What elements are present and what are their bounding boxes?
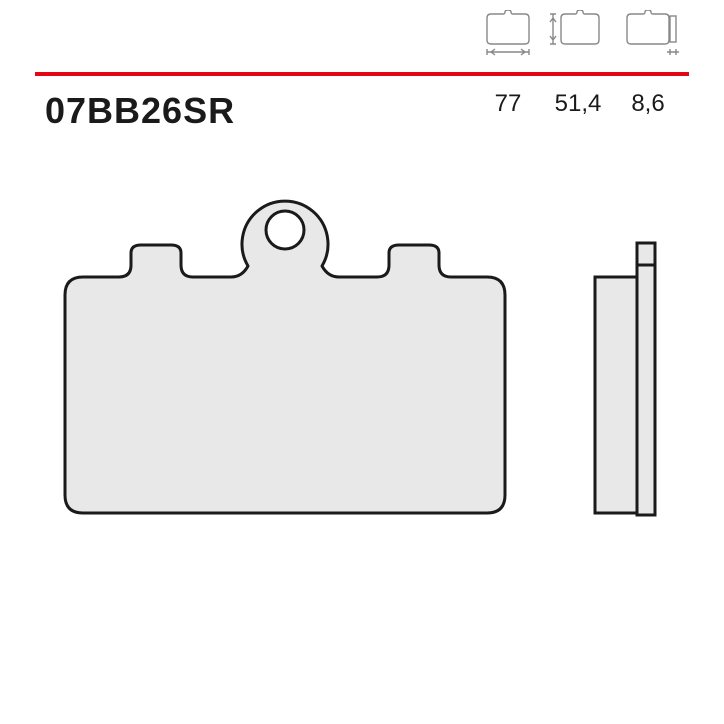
height-dimension-icon: [547, 10, 609, 60]
technical-drawing: [35, 165, 689, 565]
part-number: 07BB26SR: [45, 90, 235, 132]
separator-line: [35, 72, 689, 76]
thickness-value: 8,6: [617, 90, 679, 118]
dimension-icons-row: [477, 10, 679, 60]
dimension-values-row: 77 51,4 8,6: [477, 90, 679, 118]
width-dimension-icon: [477, 10, 539, 60]
front-view: [65, 201, 505, 513]
thickness-dimension-icon: [617, 10, 679, 60]
side-view: [595, 243, 655, 515]
height-value: 51,4: [547, 90, 609, 118]
width-value: 77: [477, 90, 539, 118]
